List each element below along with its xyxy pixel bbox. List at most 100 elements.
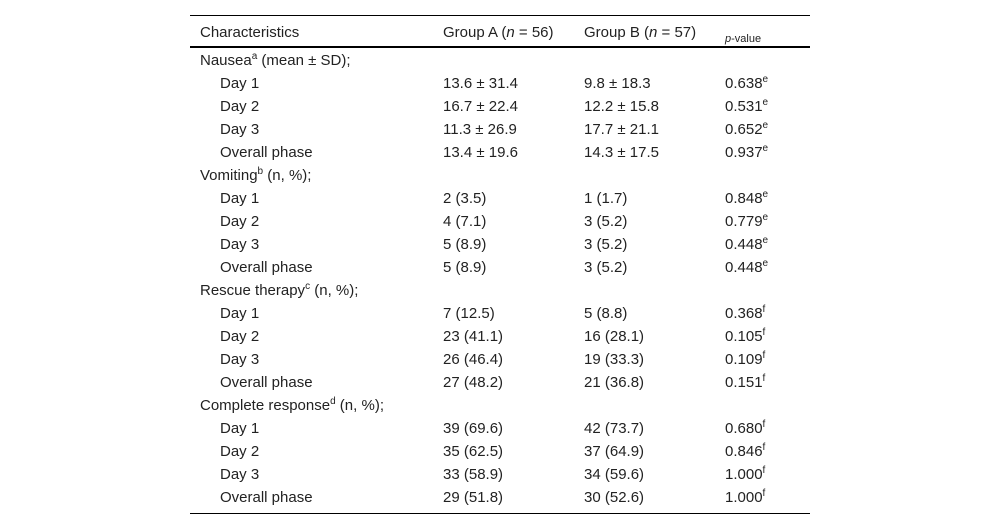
- cell-value: 5 (8.9): [443, 258, 487, 276]
- cell: 23 (41.1): [443, 325, 503, 348]
- header-cell: Group A (n = 56): [443, 21, 554, 44]
- cell-value: 5 (8.8): [584, 304, 628, 322]
- cell: 13.4 ± 19.6: [443, 141, 518, 164]
- footnote-mark: c: [305, 280, 311, 292]
- section-title: Complete responsed (n, %);: [200, 394, 384, 417]
- section-desc: (n, %);: [335, 396, 384, 414]
- section-title: Rescue therapyc (n, %);: [200, 279, 358, 302]
- cell: 5 (8.8): [584, 302, 627, 325]
- top-rule: [190, 15, 810, 16]
- cell-value: 17.7 ± 21.1: [584, 120, 659, 138]
- cell-value: 16.7 ± 22.4: [443, 97, 518, 115]
- cell: 42 (73.7): [584, 417, 644, 440]
- p-value: 0.848: [725, 189, 763, 207]
- cell-value: 14.3 ± 17.5: [584, 143, 659, 161]
- cell: 0.151f: [725, 371, 765, 394]
- p-value: 0.105: [725, 327, 763, 345]
- section-name: Vomiting: [200, 166, 258, 184]
- cell: 3 (5.2): [584, 256, 627, 279]
- cell: 17.7 ± 21.1: [584, 118, 659, 141]
- p-value: 1.000: [725, 465, 763, 483]
- section-name: Complete response: [200, 396, 331, 414]
- footnote-mark: e: [762, 119, 769, 131]
- header-cell: Group B (n = 57): [584, 21, 696, 44]
- header-italic: n: [506, 23, 515, 41]
- p-value: 0.638: [725, 74, 763, 92]
- footnote-mark: f: [762, 487, 766, 499]
- cell: 3 (5.2): [584, 210, 627, 233]
- cell-value: 13.4 ± 19.6: [443, 143, 518, 161]
- section-desc: (n, %);: [310, 281, 359, 299]
- cell-value: 19 (33.3): [584, 350, 645, 368]
- row-label: Day 3: [220, 120, 260, 138]
- cell: 1.000f: [725, 486, 765, 509]
- footnote-mark: e: [762, 211, 769, 223]
- cell-value: 4 (7.1): [443, 212, 487, 230]
- cell-value: 3 (5.2): [584, 212, 628, 230]
- row-label: Day 2: [220, 97, 260, 115]
- cell: Day 2: [220, 95, 259, 118]
- cell: Day 2: [220, 325, 259, 348]
- header-text: Group A (: [443, 23, 507, 41]
- cell-value: 42 (73.7): [584, 419, 645, 437]
- cell-value: 39 (69.6): [443, 419, 504, 437]
- cell-value: 21 (36.8): [584, 373, 645, 391]
- cell-value: 1 (1.7): [584, 189, 628, 207]
- cell-value: 7 (12.5): [443, 304, 495, 322]
- row-label: Day 3: [220, 350, 260, 368]
- footnote-mark: e: [762, 234, 769, 246]
- p-value: 0.846: [725, 442, 763, 460]
- header-rule: [190, 46, 810, 48]
- cell: 0.846f: [725, 440, 765, 463]
- cell: 39 (69.6): [443, 417, 503, 440]
- footnote-mark: e: [762, 73, 769, 85]
- cell: 19 (33.3): [584, 348, 644, 371]
- cell: Overall phase: [220, 141, 313, 164]
- cell: 26 (46.4): [443, 348, 503, 371]
- cell: 0.652e: [725, 118, 768, 141]
- cell: 0.448e: [725, 233, 768, 256]
- p-value: 0.448: [725, 258, 763, 276]
- footnote-mark: f: [762, 349, 766, 361]
- footnote-mark: f: [762, 372, 766, 384]
- cell: 27 (48.2): [443, 371, 503, 394]
- cell: 29 (51.8): [443, 486, 503, 509]
- row-label: Day 2: [220, 442, 260, 460]
- cell: 1 (1.7): [584, 187, 627, 210]
- footnote-mark: e: [762, 96, 769, 108]
- cell: 0.531e: [725, 95, 768, 118]
- header-cell: p-value: [725, 28, 761, 51]
- cell-value: 3 (5.2): [584, 258, 628, 276]
- cell-value: 12.2 ± 15.8: [584, 97, 659, 115]
- header-text: Characteristics: [200, 23, 300, 41]
- row-label: Overall phase: [220, 258, 313, 276]
- cell-value: 30 (52.6): [584, 488, 645, 506]
- section-title: Nauseaa (mean ± SD);: [200, 49, 351, 72]
- section-name: Rescue therapy: [200, 281, 306, 299]
- p-value: 0.109: [725, 350, 763, 368]
- header-text: -value: [731, 32, 762, 45]
- cell-value: 13.6 ± 31.4: [443, 74, 518, 92]
- cell: 0.779e: [725, 210, 768, 233]
- footnote-mark: e: [762, 257, 769, 269]
- cell: 14.3 ± 17.5: [584, 141, 659, 164]
- row-label: Day 3: [220, 465, 260, 483]
- footnote-mark: b: [257, 165, 264, 177]
- cell-value: 26 (46.4): [443, 350, 504, 368]
- cell: Day 1: [220, 187, 259, 210]
- cell: 34 (59.6): [584, 463, 644, 486]
- cell-value: 33 (58.9): [443, 465, 504, 483]
- cell: Overall phase: [220, 371, 313, 394]
- header-italic: n: [649, 23, 658, 41]
- footnote-mark: f: [762, 464, 766, 476]
- cell: 3 (5.2): [584, 233, 627, 256]
- section-desc: (mean ± SD);: [257, 51, 351, 69]
- cell: Day 3: [220, 118, 259, 141]
- cell: 13.6 ± 31.4: [443, 72, 518, 95]
- cell: 16 (28.1): [584, 325, 644, 348]
- cell: 35 (62.5): [443, 440, 503, 463]
- cell-value: 11.3 ± 26.9: [443, 120, 517, 138]
- cell: Day 2: [220, 440, 259, 463]
- header-text: = 56): [514, 23, 554, 41]
